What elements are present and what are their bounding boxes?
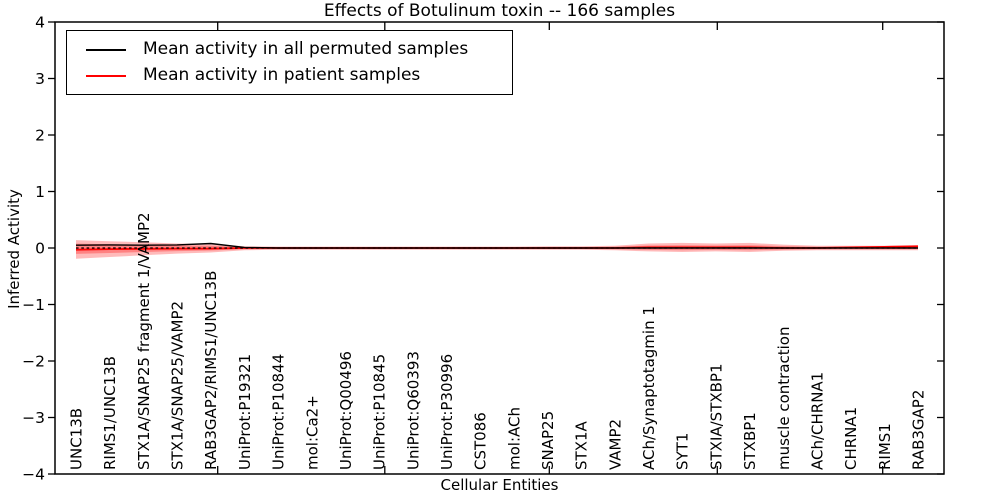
x-category-label: VAMP2 (606, 419, 624, 470)
y-tick-label: −2 (22, 353, 45, 371)
legend: Mean activity in all permuted samples Me… (66, 30, 513, 95)
x-category-label: ACh/Synaptotagmin 1 (640, 306, 658, 470)
x-category-label: UniProt:P30996 (438, 354, 456, 470)
legend-line-patient-icon (86, 74, 126, 77)
x-category-label: SYT1 (674, 433, 692, 470)
x-category-label: CST086 (472, 412, 490, 470)
y-tick-label: −1 (22, 296, 45, 314)
x-category-label: UniProt:Q60393 (404, 351, 422, 470)
x-category-label: STX1A (573, 420, 591, 470)
x-category-label: mol:ACh (505, 407, 523, 470)
x-category-label: RAB3GAP2/RIMS1/UNC13B (202, 271, 220, 470)
x-category-label: CHRNA1 (842, 407, 860, 470)
x-category-label: STXBP1 (741, 412, 759, 470)
x-category-label: UniProt:Q00496 (337, 351, 355, 470)
y-tick-label: −4 (22, 466, 45, 484)
y-tick-label: 4 (35, 14, 45, 32)
chart-title: Effects of Botulinum toxin -- 166 sample… (323, 1, 676, 21)
x-category-label: STX1A/SNAP25 fragment 1/VAMP2 (135, 212, 153, 470)
x-category-label: mol:Ca2+ (303, 395, 321, 470)
legend-label-permuted: Mean activity in all permuted samples (143, 39, 469, 59)
y-axis-label: Inferred Activity (5, 189, 23, 309)
x-category-label: UniProt:P10845 (371, 354, 389, 470)
legend-row-patient: Mean activity in patient samples (67, 66, 512, 85)
y-tick-label: 2 (35, 127, 45, 145)
x-category-label: SNAP25 (539, 411, 557, 470)
y-tick-label: 0 (35, 240, 45, 258)
y-tick-label: 1 (35, 183, 45, 201)
legend-label-patient: Mean activity in patient samples (143, 65, 421, 85)
x-category-label: RIMS1 (876, 423, 894, 470)
x-category-label: muscle contraction (775, 327, 793, 471)
x-axis-label: Cellular Entities (440, 476, 559, 494)
y-tick-label: −3 (22, 409, 45, 427)
patient-spread-band-outer (76, 240, 918, 259)
x-category-label: STX1A/SNAP25/VAMP2 (169, 301, 187, 470)
x-category-label: ACh/CHRNA1 (808, 372, 826, 470)
x-category-label: UNC13B (68, 408, 86, 470)
x-category-label: UniProt:P19321 (236, 354, 254, 470)
y-tick-label: 3 (35, 70, 45, 88)
x-category-label: RAB3GAP2 (910, 390, 928, 470)
legend-line-permuted-icon (86, 48, 126, 51)
x-category-label: STXIA/STXBP1 (707, 363, 725, 470)
x-category-label: UniProt:P10844 (270, 354, 288, 470)
x-category-label: RIMS1/UNC13B (101, 356, 119, 470)
legend-row-permuted: Mean activity in all permuted samples (67, 40, 512, 59)
